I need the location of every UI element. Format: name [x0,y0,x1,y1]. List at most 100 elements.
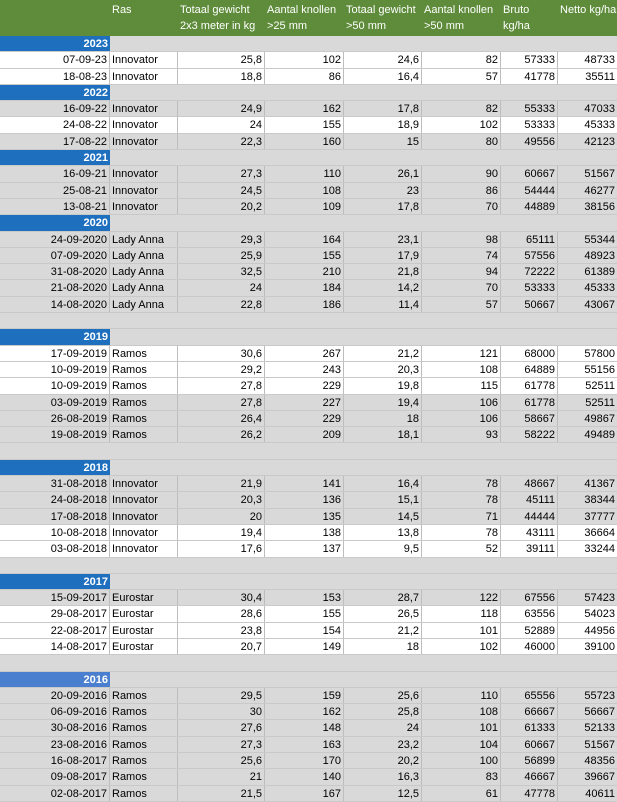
table-cell: 57556 [501,247,558,264]
table-cell: 21 [178,769,265,785]
table-cell: 44956 [584,624,615,637]
table-cell: 20,3 [344,361,422,378]
table-cell: Innovator [110,492,178,508]
table-cell: 21,2 [344,345,422,361]
table-cell: 49489 [584,429,615,442]
table-cell: Ramos [110,394,178,410]
table-cell: 52511 [585,396,615,409]
table-cell: 210 [265,264,344,280]
table-cell: 86 [265,68,344,84]
table-cell: 18 [344,410,422,427]
table-row: 10-08-2018 Innovator 19,4 138 13,8 78 43111 366… [0,524,617,542]
table-cell: 44889 [501,198,558,215]
year-row: 2018 [0,459,617,477]
table-cell: 148 [265,720,344,736]
year-fill [110,36,617,52]
table-cell: 39111 [501,541,558,557]
table-cell: 10-09-2019 [0,361,110,378]
year-row: 2020 [0,215,617,232]
table-cell: 41367 [584,478,615,491]
table-cell: 24,6 [344,52,422,68]
table-cell: 19,8 [344,378,422,394]
table-cell: Innovator [110,117,178,133]
header-bruto: Bruto kg/ha [503,4,530,32]
table-cell: 110 [422,687,501,704]
table-cell: 23,2 [344,736,422,753]
year-label: 2019 [0,329,110,345]
table-cell: 25,8 [178,52,265,68]
table-cell: 104 [422,736,501,753]
table-cell: 83 [422,769,501,785]
table-cell: Innovator [110,508,178,524]
table-cell: 02-08-2017 [0,785,110,801]
table-row: 16-09-21 Innovator 27,3 110 26,1 90 60667 51567 [0,166,617,183]
table-cell: 25-08-21 [0,182,110,198]
table-cell: 03-09-2019 [0,394,110,410]
table-cell: 160 [265,133,344,150]
table-cell: 15,1 [344,492,422,508]
header-knollen25: Aantal knollen >25 mm [267,4,337,32]
table-cell: 243 [265,361,344,378]
table-cell: 31-08-2018 [0,476,110,492]
year-label: 2016 [0,671,110,687]
table-cell: 57 [422,296,501,313]
table-cell: Lady Anna [110,264,178,280]
table-cell: 162 [265,101,344,117]
table-cell: 55156 [584,363,615,376]
table-cell: 10-09-2019 [0,378,110,394]
table-cell: 57800 [584,347,615,360]
table-cell: 47033 [584,103,615,116]
table-row: 13-08-21 Innovator 20,2 109 17,8 70 44889 38156 [0,198,617,216]
table-cell: 67556 [501,590,558,606]
table-cell: 24-08-2018 [0,492,110,508]
table-cell: 18,9 [344,117,422,133]
table-cell: 14,2 [344,280,422,296]
table-cell: 53333 [501,280,558,296]
table-cell: 102 [265,52,344,68]
year-row: 2019 [0,329,617,346]
table-cell: 39667 [584,771,615,784]
table-cell: 38344 [584,494,615,507]
table-cell: Ramos [110,704,178,720]
table-cell: 46000 [501,638,558,655]
table-row: 03-08-2018 Innovator 17,6 137 9,5 52 39111 3324… [0,541,617,558]
table-cell: 24-09-2020 [0,231,110,247]
year-label: 2021 [0,150,110,166]
table-cell: 46667 [501,769,558,785]
table-cell: 14,5 [344,508,422,524]
table-cell: 47778 [501,785,558,801]
table-row: 02-08-2017 Ramos 21,5 167 12,5 61 47778 40611 [0,785,617,802]
table-row: 30-08-2016 Ramos 27,6 148 24 101 61333 52133 [0,720,617,737]
table-cell: 57423 [584,592,615,605]
table-cell: 07-09-2020 [0,247,110,264]
table-cell: Ramos [110,345,178,361]
table-cell: Ramos [110,769,178,785]
table-cell: 25,8 [344,704,422,720]
table-cell: 16,3 [344,769,422,785]
table-cell: Innovator [110,524,178,541]
year-label: 2023 [0,36,110,52]
table-cell: Innovator [110,541,178,557]
table-row: 24-08-22 Innovator 24 155 18,9 102 53333 45333 [0,117,617,134]
table-cell: 55344 [584,233,615,246]
blank-row [0,313,617,330]
table-cell: 122 [422,590,501,606]
table-cell: 138 [265,524,344,541]
table-cell: 15-09-2017 [0,590,110,606]
table-cell: 15 [344,133,422,150]
header-gewicht: Totaal gewicht 2x3 meter in kg [180,4,256,32]
table-row: 14-08-2017 Eurostar 20,7 149 18 102 46000 39100 [0,638,617,656]
table-cell: Eurostar [110,638,178,655]
table-cell: 136 [265,492,344,508]
table-row: 29-08-2017 Eurostar 28,6 155 26,5 118 63556 540… [0,606,617,623]
table-cell: 46277 [584,184,615,197]
table-cell: 22-08-2017 [0,622,110,638]
table-row: 24-08-2018 Innovator 20,3 136 15,1 78 45111 383… [0,492,617,509]
table-row: 20-09-2016 Ramos 29,5 159 25,6 110 65556 55723 [0,687,617,705]
table-cell: Ramos [110,378,178,394]
table-cell: 110 [265,166,344,182]
table-row: 24-09-2020 Lady Anna 29,3 164 23,1 98 65111 553… [0,231,617,248]
table-cell: 26,4 [178,410,265,427]
table-cell: 137 [265,541,344,557]
year-label: 2020 [0,215,110,231]
